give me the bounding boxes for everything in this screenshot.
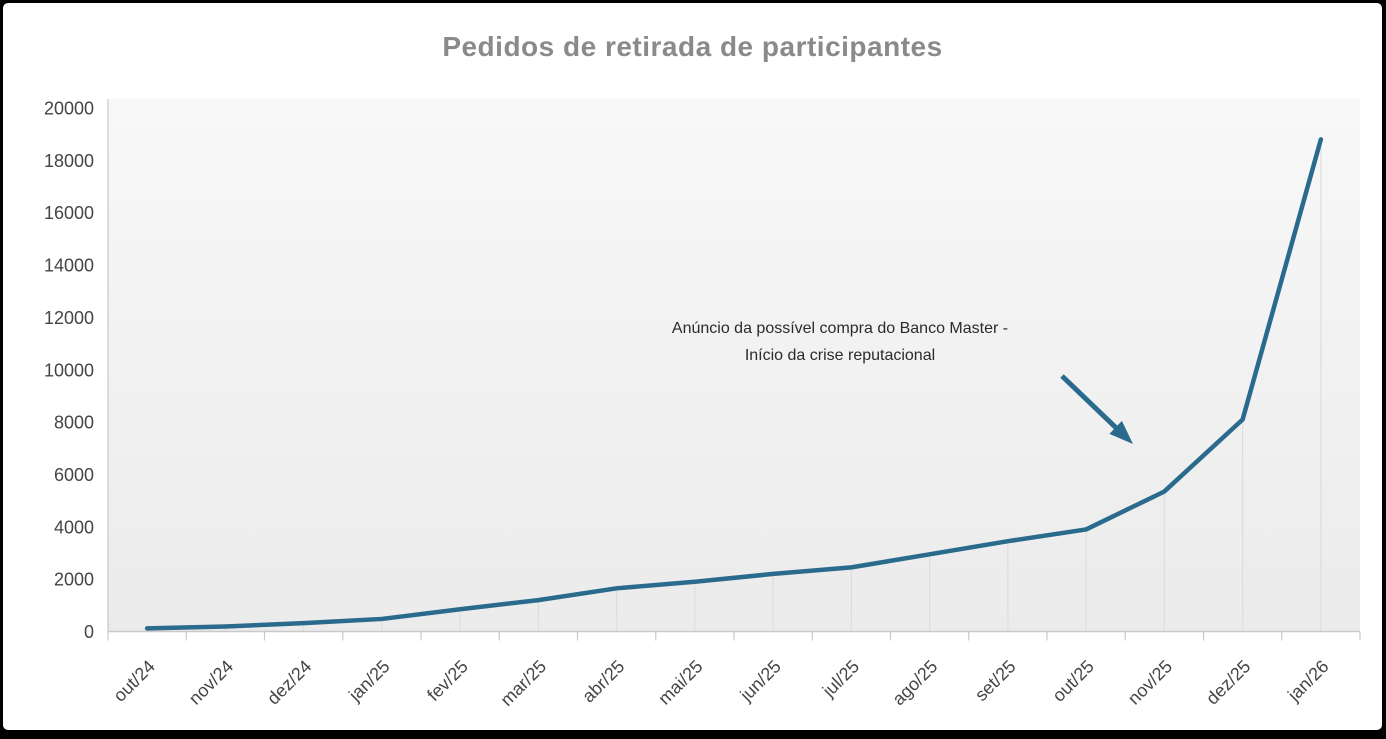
y-axis-label: 8000 — [54, 413, 94, 433]
x-axis-label: jun/25 — [735, 656, 785, 706]
y-axis-label: 12000 — [44, 308, 94, 328]
x-axis-label: nov/25 — [1124, 656, 1176, 708]
x-axis-label: jan/25 — [344, 656, 394, 706]
x-axis-label: ago/25 — [888, 656, 941, 709]
x-axis-label: abr/25 — [578, 656, 628, 706]
y-axis-label: 0 — [84, 622, 94, 642]
x-axis-label: dez/25 — [1202, 656, 1254, 708]
x-axis-label: fev/25 — [423, 656, 472, 705]
x-axis-label: out/25 — [1048, 656, 1098, 706]
y-axis-label: 6000 — [54, 465, 94, 485]
annotation-arrow-head — [1109, 420, 1133, 444]
y-axis-label: 20000 — [44, 99, 94, 119]
y-axis-label: 18000 — [44, 151, 94, 171]
series-line-pedidos — [144, 137, 1324, 631]
x-axis-label: out/24 — [109, 656, 159, 706]
x-axis-label: jul/25 — [818, 656, 863, 701]
y-axis-label: 10000 — [44, 360, 94, 380]
annotation-line-2: Início da crise reputacional — [744, 347, 936, 364]
plot-area — [108, 99, 1360, 632]
annotation-line-1: Anúncio da possível compra do Banco Mast… — [671, 320, 1009, 337]
line-chart: 0 2000 4000 6000 8000 10000 12000 14000 16000 180… — [44, 99, 1361, 710]
chart-title: Pedidos de retirada de participantes — [442, 31, 943, 62]
y-axis-label: 4000 — [54, 517, 94, 537]
y-axis-label: 16000 — [44, 203, 94, 223]
x-axis-label: jan/26 — [1283, 656, 1333, 706]
x-axis-label: mar/25 — [496, 656, 550, 710]
chart-window: 0 2000 4000 6000 8000 10000 12000 14000 16000 180… — [3, 3, 1382, 730]
chart-annotation: Anúncio da possível compra do Banco Mast… — [620, 315, 1060, 369]
annotation-arrow-shaft — [1060, 374, 1121, 432]
x-axis-label: set/25 — [971, 656, 1020, 705]
x-axis-label: nov/24 — [185, 656, 237, 708]
x-axis-label: dez/24 — [263, 656, 315, 708]
x-axis-label: mai/25 — [654, 656, 706, 708]
y-axis-label: 2000 — [54, 570, 94, 590]
y-axis-label: 14000 — [44, 256, 94, 276]
